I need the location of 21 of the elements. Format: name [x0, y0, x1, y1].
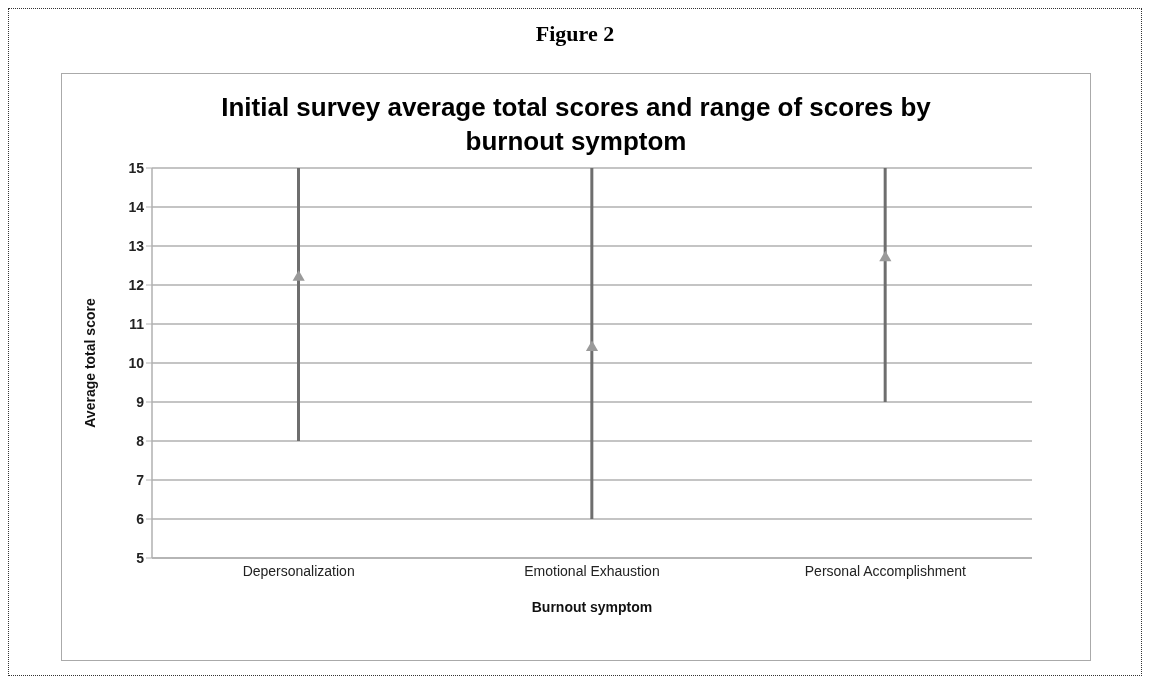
y-tick-label: 14 [128, 198, 145, 215]
point [292, 270, 305, 281]
y-tick-label: 5 [136, 549, 145, 566]
y-tick-label: 12 [128, 276, 145, 293]
point [585, 340, 599, 351]
y-tick-label: 9 [136, 393, 145, 410]
y-tick-label: 13 [128, 237, 145, 254]
chart-title: Initial survey average total scores and range of scores by burnout symptom [220, 91, 932, 158]
y-tick-label: 15 [128, 159, 145, 176]
y-tick-label: 8 [136, 432, 145, 449]
caption: Figure 2 [534, 21, 616, 47]
y-tick-label: 7 [136, 471, 145, 488]
y-tick-label: 11 [129, 315, 145, 332]
y-tick-label: 10 [128, 354, 145, 371]
y-tick-label: 6 [136, 510, 145, 527]
x-tick-label: Personal Accomplishment [804, 562, 966, 579]
x-axis-title: Burnout symptom [531, 599, 653, 615]
x-tick-label: Depersonalization [242, 562, 355, 579]
point [879, 250, 892, 262]
y-axis-title: Average total score [81, 298, 98, 428]
x-tick-label: Emotional Exhaustion [524, 562, 660, 579]
